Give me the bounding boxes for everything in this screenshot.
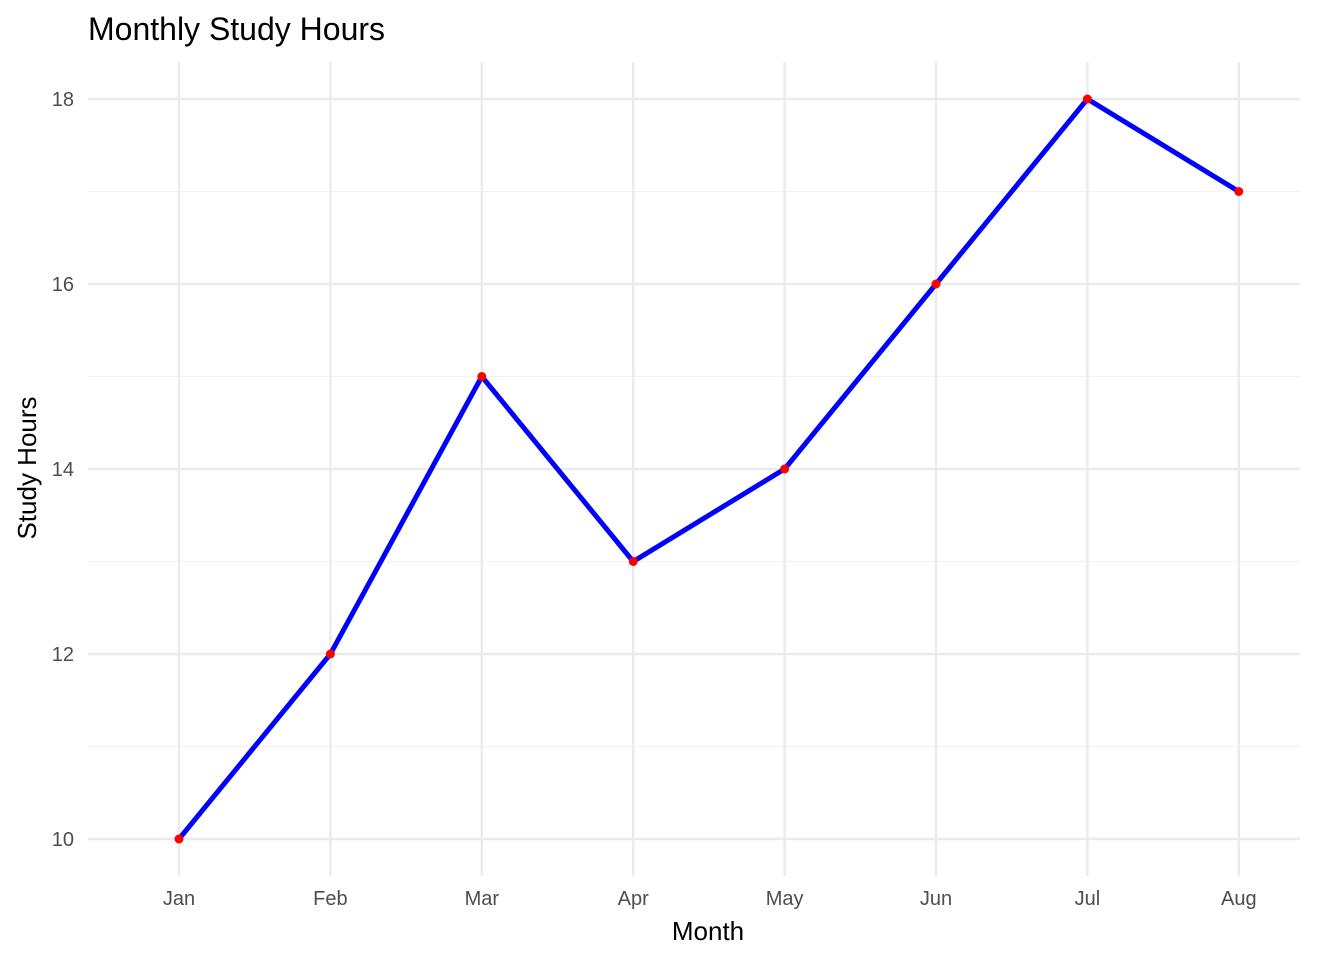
data-point — [477, 372, 487, 381]
y-tick-label: 10 — [52, 829, 74, 851]
data-point — [325, 649, 335, 659]
series-line — [177, 96, 1241, 841]
y-tick-label: 12 — [52, 644, 74, 666]
y-tick-label: 16 — [52, 274, 74, 296]
x-tick-label: Jun — [920, 888, 952, 910]
x-axis-tick-labels: Jan Feb Mar Apr May Jun Jul Aug — [163, 888, 1257, 910]
x-tick-label: Jan — [163, 888, 195, 910]
y-axis-tick-labels: 10 12 14 16 18 — [52, 89, 74, 851]
data-point — [174, 834, 184, 844]
x-tick-label: Mar — [465, 888, 500, 910]
series-layer — [174, 94, 1244, 844]
y-tick-label: 18 — [52, 89, 74, 111]
data-point — [1234, 187, 1244, 196]
data-point — [628, 557, 638, 566]
x-tick-label: Apr — [618, 888, 649, 910]
x-tick-label: Feb — [313, 888, 347, 910]
data-point — [931, 279, 941, 289]
data-point — [1082, 94, 1092, 104]
y-tick-label: 14 — [52, 459, 74, 481]
x-tick-label: May — [766, 888, 804, 910]
data-point — [780, 464, 790, 474]
x-tick-label: Jul — [1075, 888, 1101, 910]
chart-title: Monthly Study Hours — [88, 11, 385, 47]
x-axis-title: Month — [672, 916, 744, 946]
x-tick-label: Aug — [1221, 888, 1257, 910]
y-axis-title: Study Hours — [12, 396, 42, 539]
